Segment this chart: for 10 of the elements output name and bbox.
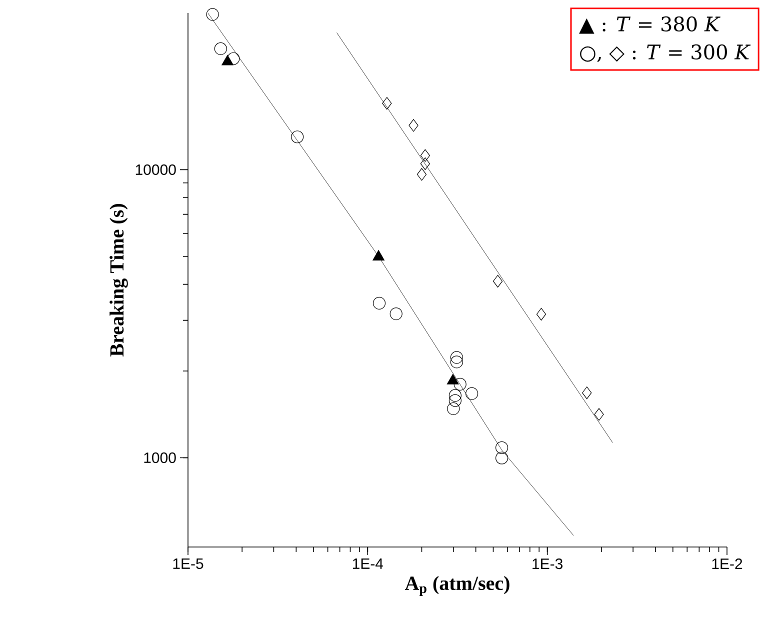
- annotation: ▲ : T = 380 K: [579, 16, 720, 34]
- y-tick-label: 1000: [144, 452, 176, 464]
- y-tick-label: 10000: [136, 164, 176, 175]
- x-tick-label: 1E-2: [712, 558, 742, 569]
- x-tick-label: 1E-5: [173, 558, 204, 569]
- x-tick-label: 1E-4: [352, 558, 384, 569]
- annotation: ○, ◇ : T = 300 K: [580, 44, 751, 62]
- x-tick-label: 1E-3: [532, 558, 563, 570]
- y-axis-title: Breaking Time (s): [110, 204, 128, 357]
- x-axis-title: A$_{p}$ (atm/sec): [404, 576, 510, 596]
